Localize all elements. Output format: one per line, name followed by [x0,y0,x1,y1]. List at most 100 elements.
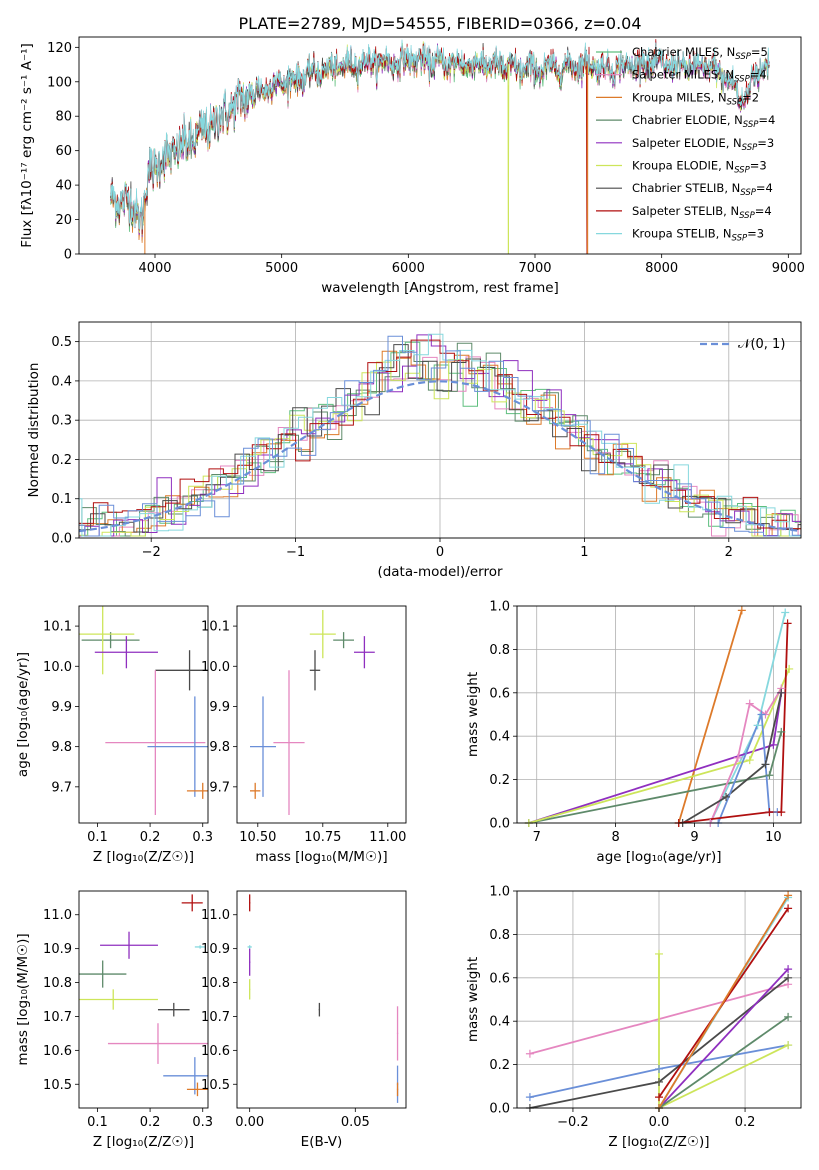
ytick-label: 10.0 [43,660,72,675]
plus-marker-salpeter_miles [745,699,754,708]
legend-value: =4 [756,181,773,195]
plus-marker-kroupa_stelib [753,721,762,730]
legend-text: Salpeter STELIB, N [632,204,739,218]
plus-marker-kroupa_elodie [655,949,663,958]
legend-subscript: SSP [735,52,751,62]
plot-area [79,333,801,537]
ytick-label: 0.8 [489,643,510,658]
plus-marker-chabrier_stelib [784,973,793,982]
legend-value: =4 [758,113,775,127]
chart-title: PLATE=2789, MJD=54555, FIBERID=0366, z=0… [238,14,641,33]
panel-0: PLATE=2789, MJD=54555, FIBERID=0366, z=0… [19,14,805,296]
legend-text: Kroupa MILES, N [632,90,727,104]
plot-area [79,894,208,1097]
ytick-label: 10.7 [201,1010,230,1025]
legend-value: =3 [747,227,764,241]
panel-6: 0.00 0.05 10.5 10.6 10.7 10.8 10.9 11.0 E(B-V) [201,890,407,1150]
plus-marker-chabrier_elodie [777,727,786,736]
plus-marker-salpeter_miles [733,753,742,762]
ytick-label: 1.0 [489,600,510,615]
legend-subscript: SSP [739,211,755,221]
xtick-label: 0.2 [735,1115,756,1130]
legend-value: =3 [757,136,774,150]
plus-marker-chabrier_stelib [761,760,770,769]
panel-2: 0.1 0.2 0.3 9.7 9.8 9.9 10.0 10.1 Z [log₁₀(Z/Z☉)… [15,605,213,865]
ytick-label: 0.0 [489,1102,510,1117]
ytick-label: 80 [55,110,72,125]
plus-marker-chabrier_stelib [777,688,786,697]
ytick-label: 9.8 [51,740,72,755]
ytick-label: 40 [55,179,72,194]
plus-marker-salpeter_stelib [655,1093,663,1102]
plus-marker-salpeter_miles [525,1049,534,1058]
plus-marker-kroupa_elodie [784,1041,793,1050]
ytick-label: 10.0 [201,660,230,675]
histogram-kroupa_elodie [79,359,801,537]
xtick-label: 10 [765,830,782,845]
ytick-label: 1.0 [489,885,510,900]
ytick-label: 0.2 [489,773,510,788]
xtick-label: 8 [611,830,619,845]
ytick-label: 10.8 [201,976,230,991]
plus-marker-salpeter_stelib [765,808,774,817]
ytick-label: 0.6 [489,686,510,701]
ytick-label: 0.0 [489,817,510,832]
ytick-label: 9.7 [51,780,72,795]
ytick-label: 10.5 [43,1078,72,1093]
panel-5: 0.1 0.2 0.3 10.5 10.6 10.7 10.8 10.9 11.0 Z [log₁… [15,890,213,1150]
xtick-label: 6000 [392,261,425,276]
mass-weight-line-chabrier_elodie [658,1016,789,1108]
mass-weight-line-chabrier_elodie [528,731,783,823]
histogram-blue [79,335,801,537]
mass-weight-line-blue [717,714,778,823]
plus-marker-salpeter_stelib [783,619,792,628]
ytick-label: 10.1 [201,620,230,635]
spectrum-line-kroupa_stelib [110,39,770,231]
mass-weight-line-salpeter_stelib [678,623,789,823]
mass-weight-line-kroupa_elodie [658,953,789,1108]
ytick-label: 100 [47,75,72,90]
axes-frame [78,890,209,1109]
legend-entry-normal: 𝒩(0, 1) [738,337,785,352]
legend-entry-kroupa_elodie: Kroupa ELODIE, NSSP=3 [632,159,767,176]
xtick-label: −0.2 [557,1115,589,1130]
histogram-salpeter_stelib [79,339,801,537]
y-axis-label: mass [log₁₀(M/M☉)] [15,933,31,1065]
plus-marker-chabrier_stelib [655,1077,663,1086]
legend-text: Chabrier STELIB, N [632,181,740,195]
legend-entry-chabrier_elodie: Chabrier ELODIE, NSSP=4 [632,113,775,130]
xtick-label: 8000 [645,261,678,276]
x-axis-label: E(B-V) [301,1134,343,1150]
xtick-label: 9000 [772,261,805,276]
xtick-label: 2 [725,545,733,560]
mass-weight-line-kroupa_miles [677,610,743,823]
legend-value: =4 [755,204,772,218]
legend-subscript: SSP [727,97,743,107]
ytick-label: 10.9 [201,942,230,957]
xtick-label: 0.2 [140,830,161,845]
mass-weight-line-salpeter_elodie [658,968,789,1108]
plus-marker-kroupa_elodie [785,664,794,673]
xtick-label: 0.2 [140,1115,161,1130]
ytick-label: 10.6 [201,1044,230,1059]
plus-marker-blue [757,710,766,719]
normal-curve [79,380,801,533]
axes-frame [78,605,209,824]
legend-value: =2 [742,90,759,104]
legend-entry-kroupa_stelib: Kroupa STELIB, NSSP=3 [632,227,764,244]
y-axis-label: mass weight [465,672,481,757]
panel-3: 10.50 10.75 11.00 9.7 9.8 9.9 10.0 10.1 mass [lo… [201,605,407,865]
mass-weight-line-kroupa_stelib [709,612,787,823]
ytick-label: 60 [55,144,72,159]
xtick-label: 0.0 [649,1115,670,1130]
ytick-label: 0.5 [51,335,72,350]
xtick-label: 5000 [265,261,298,276]
y-axis-label: age [log₁₀(age/yr)] [15,652,31,777]
ytick-label: 9.9 [51,700,72,715]
xtick-label: 0.1 [87,1115,108,1130]
plus-marker-kroupa_stelib [781,608,790,617]
histogram-chabrier_stelib [79,344,801,533]
plus-marker-salpeter_elodie [769,740,778,749]
legend-entry-chabrier_stelib: Chabrier STELIB, NSSP=4 [632,181,773,198]
